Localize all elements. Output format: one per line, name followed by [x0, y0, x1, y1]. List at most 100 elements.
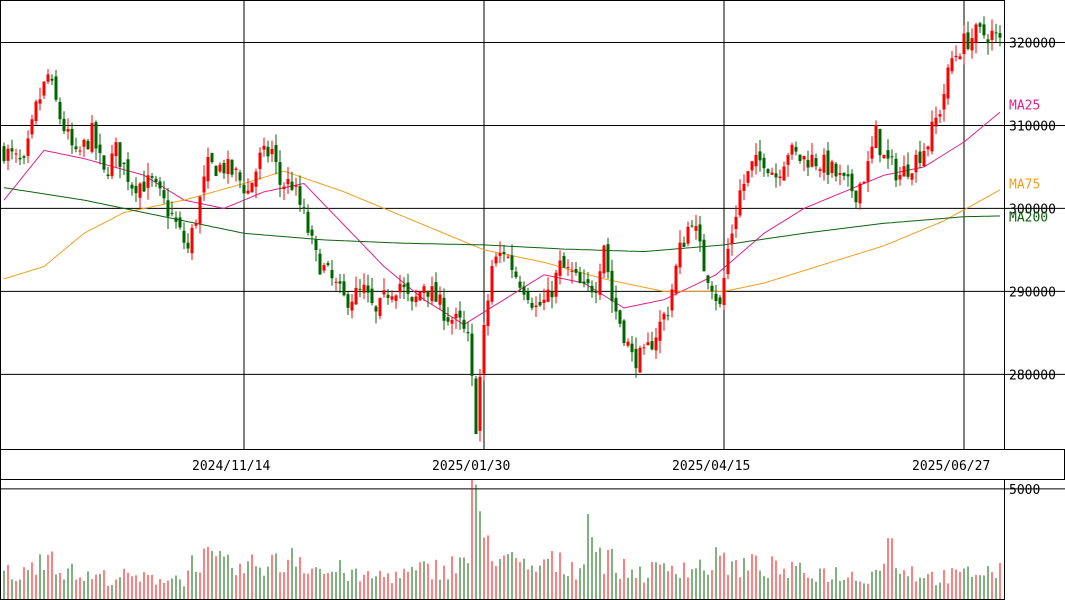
- candle-body: [758, 151, 762, 161]
- candle-body: [490, 266, 494, 302]
- candle-body: [534, 305, 538, 308]
- candle-body: [366, 285, 370, 293]
- candle: [170, 201, 174, 217]
- candle-body: [978, 23, 982, 27]
- candle: [682, 236, 686, 248]
- candle: [242, 181, 246, 202]
- candle-body: [722, 277, 726, 306]
- candle: [226, 150, 230, 184]
- candle: [858, 181, 862, 210]
- candle-body: [754, 154, 758, 167]
- candle-body: [346, 294, 350, 308]
- candle: [442, 288, 446, 331]
- price-tick-label: 300000: [1009, 202, 1056, 217]
- candle: [710, 281, 714, 300]
- candle: [986, 34, 990, 55]
- volume-tick-label: 5000: [1009, 483, 1040, 498]
- candle: [222, 159, 226, 180]
- candle-body: [362, 284, 366, 293]
- candle-body: [626, 341, 630, 346]
- candle: [134, 177, 138, 203]
- candle-body: [190, 227, 194, 254]
- candle-body: [774, 173, 778, 178]
- candle: [702, 233, 706, 272]
- candle-body: [330, 269, 334, 279]
- candle: [346, 291, 350, 316]
- candle: [946, 64, 950, 105]
- candle: [338, 274, 342, 294]
- candle-body: [946, 67, 950, 99]
- candle: [618, 309, 622, 328]
- candle-body: [790, 144, 794, 155]
- ma-label-ma25: MA25: [1009, 99, 1040, 114]
- candle-body: [922, 151, 926, 167]
- candle-body: [598, 271, 602, 295]
- candle-body: [230, 159, 234, 175]
- candle-body: [838, 173, 842, 175]
- candle-body: [726, 248, 730, 275]
- candle-body: [742, 183, 746, 191]
- candle: [878, 128, 882, 163]
- candle: [150, 172, 154, 187]
- candle: [378, 297, 382, 320]
- candle: [98, 133, 102, 165]
- candle-body: [986, 39, 990, 44]
- candle-body: [938, 114, 942, 117]
- candle: [714, 284, 718, 311]
- candle-body: [574, 269, 578, 273]
- candle-body: [506, 256, 510, 258]
- candle-body: [142, 181, 146, 192]
- candle: [662, 311, 666, 331]
- candle: [950, 50, 954, 75]
- candle-body: [290, 181, 294, 190]
- candle-body: [82, 139, 86, 147]
- candle: [582, 269, 586, 288]
- candle: [498, 241, 502, 264]
- candle-body: [250, 182, 254, 193]
- candle-body: [50, 78, 54, 81]
- candle-body: [202, 176, 206, 193]
- candle: [630, 335, 634, 362]
- candle-body: [442, 297, 446, 321]
- candle-body: [894, 158, 898, 181]
- candle: [94, 120, 98, 160]
- candle-body: [234, 168, 238, 170]
- candle-body: [870, 146, 874, 159]
- candle: [994, 23, 998, 43]
- candle: [658, 310, 662, 354]
- candle-body: [822, 154, 826, 173]
- candle: [550, 280, 554, 309]
- candle-body: [426, 290, 430, 297]
- candle: [398, 274, 402, 299]
- candle-body: [462, 319, 466, 329]
- candle: [110, 144, 114, 180]
- candle-body: [314, 239, 318, 251]
- candle-body: [582, 281, 586, 284]
- candle-body: [434, 282, 438, 302]
- candle-body: [126, 159, 130, 182]
- candle: [934, 106, 938, 135]
- candle-body: [194, 223, 198, 226]
- candle: [402, 277, 406, 300]
- candle: [282, 182, 286, 201]
- candle: [730, 224, 734, 256]
- candle-body: [154, 178, 158, 182]
- candle-body: [198, 196, 202, 224]
- candle-body: [746, 171, 750, 183]
- candle-body: [562, 256, 566, 268]
- candle: [30, 114, 34, 139]
- candle-body: [994, 32, 998, 34]
- candle: [562, 252, 566, 268]
- date-axis: 2024/11/14 2025/01/30 2025/04/15 2025/06/27: [0, 449, 1065, 480]
- candle-body: [162, 190, 166, 199]
- candle: [798, 154, 802, 164]
- candle-body: [146, 175, 150, 188]
- candle-body: [6, 148, 10, 161]
- candle: [186, 233, 190, 254]
- candle-body: [114, 142, 118, 157]
- price-tick-label: 280000: [1009, 368, 1056, 383]
- candle-body: [690, 225, 694, 227]
- candle-body: [498, 252, 502, 257]
- candle: [38, 87, 42, 111]
- candle: [394, 294, 398, 309]
